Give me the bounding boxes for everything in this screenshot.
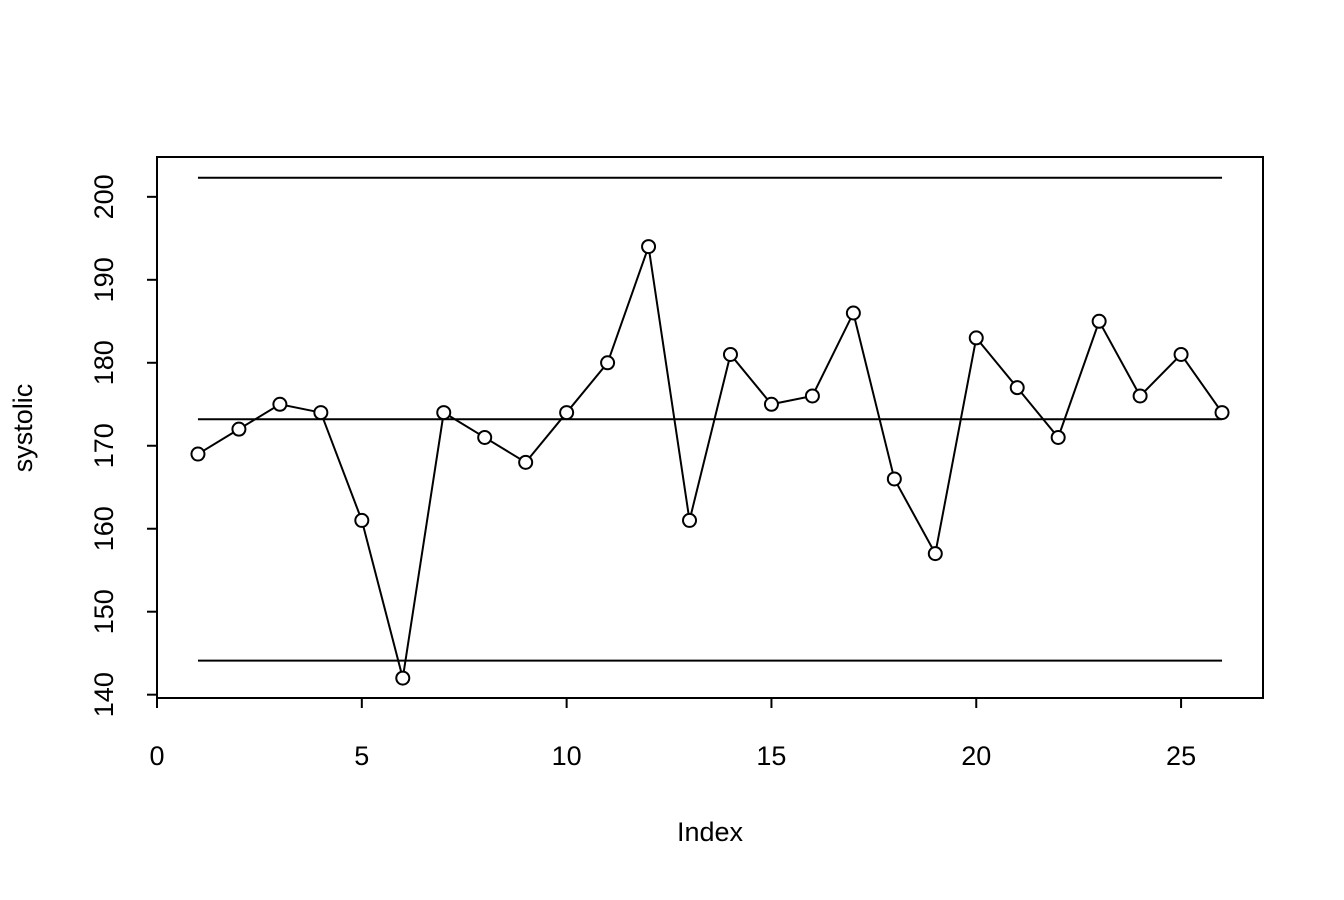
y-tick-label: 150 — [89, 589, 119, 634]
data-point — [1009, 380, 1025, 396]
x-tick-label: 5 — [354, 741, 369, 771]
data-point — [313, 405, 329, 421]
data-point — [722, 346, 738, 362]
data-point — [190, 446, 206, 462]
data-point — [518, 454, 534, 470]
data-point — [927, 546, 943, 562]
data-point — [354, 512, 370, 528]
data-point — [1173, 346, 1189, 362]
data-point — [804, 388, 820, 404]
data-point — [1091, 313, 1107, 329]
y-tick-label: 180 — [89, 340, 119, 385]
x-tick-label: 0 — [149, 741, 164, 771]
data-point — [968, 330, 984, 346]
y-tick-label: 190 — [89, 257, 119, 302]
data-point — [436, 405, 452, 421]
data-point — [1214, 405, 1230, 421]
data-point — [1050, 429, 1066, 445]
data-point — [641, 239, 657, 255]
data-point — [845, 305, 861, 321]
data-point — [231, 421, 247, 437]
data-line — [197, 246, 1223, 679]
y-axis-label: systolic — [8, 384, 38, 473]
data-point — [600, 355, 616, 371]
data-point — [395, 670, 411, 686]
y-tick-label: 140 — [89, 672, 119, 717]
x-tick-label: 10 — [552, 741, 582, 771]
x-axis-label: Index — [677, 817, 744, 847]
plot-frame — [156, 156, 1264, 699]
data-point — [682, 512, 698, 528]
data-point — [763, 396, 779, 412]
x-tick-label: 15 — [756, 741, 786, 771]
y-tick-label: 200 — [89, 174, 119, 219]
data-point — [1132, 388, 1148, 404]
data-point — [272, 396, 288, 412]
data-point — [886, 471, 902, 487]
y-tick-label: 170 — [89, 423, 119, 468]
data-point — [477, 429, 493, 445]
x-tick-label: 20 — [961, 741, 991, 771]
y-tick-label: 160 — [89, 506, 119, 551]
x-tick-label: 25 — [1166, 741, 1196, 771]
data-point — [559, 405, 575, 421]
